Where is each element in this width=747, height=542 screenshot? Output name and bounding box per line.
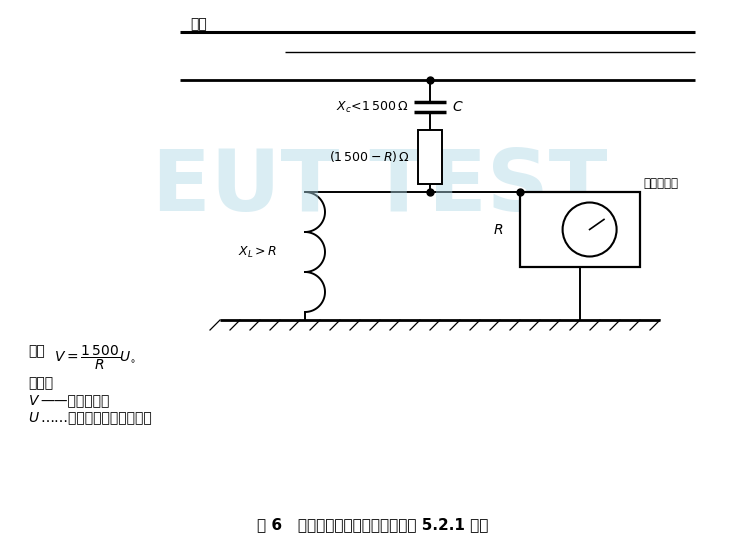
Bar [418,130,442,184]
Text: $X_L>R$: $X_L>R$ [238,244,277,260]
Text: $R$: $R$ [493,223,503,236]
Circle shape [562,203,616,256]
Text: EUT TEST: EUT TEST [152,145,608,229]
Text: ……测量设备的输入电压。: ……测量设备的输入电压。 [40,411,152,425]
Text: $(1\,500-R)\,\Omega$: $(1\,500-R)\,\Omega$ [329,150,410,165]
Text: ——骚扰电压；: ——骚扰电压； [40,394,109,408]
Text: 测量接收机: 测量接收机 [643,177,678,190]
Text: $U$: $U$ [28,411,40,425]
Text: $V$: $V$ [28,394,40,408]
Text: $C$: $C$ [452,100,464,114]
Text: $V=\dfrac{1\,500}{R}U_{\circ}$: $V=\dfrac{1\,500}{R}U_{\circ}$ [54,344,137,372]
Text: 注：: 注： [28,344,45,358]
Text: 式中：: 式中： [28,376,53,390]
Bar [520,192,640,267]
Text: 图 6   电源射频电压测量电路（见第 5.2.1 条）: 图 6 电源射频电压测量电路（见第 5.2.1 条） [257,517,489,532]
Text: 电源: 电源 [190,17,207,31]
Text: $X_c\!<\!1\,500\,\Omega$: $X_c\!<\!1\,500\,\Omega$ [336,99,409,114]
